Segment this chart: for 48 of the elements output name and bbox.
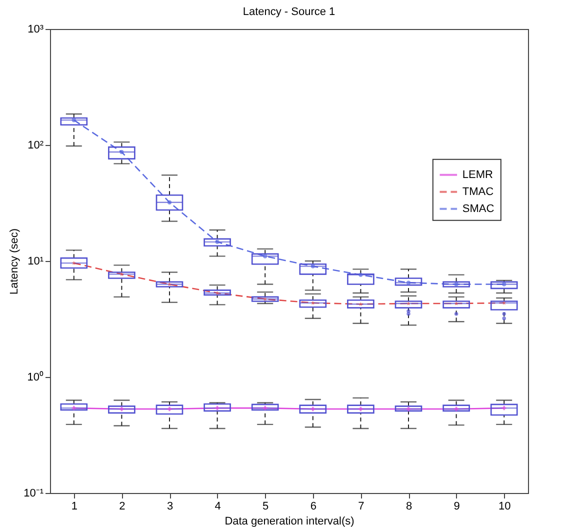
y-axis-title: Latency (sec) xyxy=(8,228,21,295)
x-tick-label: 8 xyxy=(406,500,412,512)
point xyxy=(120,406,124,412)
y-tick-label: 10⁻¹ xyxy=(24,488,44,500)
point xyxy=(167,406,172,412)
y-tick-label: 10⁰ xyxy=(27,370,44,384)
point xyxy=(406,406,411,412)
y-tick-label: 10² xyxy=(28,140,44,152)
point xyxy=(502,300,506,305)
point xyxy=(167,200,172,205)
point xyxy=(215,240,220,244)
point xyxy=(72,406,76,410)
legend-label: SMAC xyxy=(462,202,494,215)
x-axis-title: Data generation interval(s) xyxy=(224,516,354,527)
x-tick-label: 5 xyxy=(262,500,269,512)
x-tick-label: 4 xyxy=(214,500,221,512)
y-tick-label: 10¹ xyxy=(28,256,44,268)
x-tick-label: 9 xyxy=(454,500,460,512)
point xyxy=(502,282,506,286)
point xyxy=(310,264,316,268)
point xyxy=(454,282,458,286)
x-tick-label: 6 xyxy=(310,500,316,512)
x-tick-label: 1 xyxy=(71,500,78,512)
x-tick-label: 7 xyxy=(358,500,364,512)
chart-title: Latency - Source 1 xyxy=(242,6,336,18)
legend-label: LEMR xyxy=(462,168,494,181)
point xyxy=(358,272,363,277)
y-tick-label: 10³ xyxy=(28,24,44,36)
legend-label: TMAC xyxy=(462,186,494,198)
point xyxy=(262,406,268,410)
point xyxy=(406,280,411,285)
point xyxy=(358,406,363,412)
point xyxy=(454,301,458,306)
point xyxy=(310,406,316,412)
point xyxy=(454,406,458,412)
point xyxy=(502,406,506,410)
point xyxy=(120,272,124,276)
point xyxy=(167,282,172,286)
x-tick-label: 2 xyxy=(119,500,126,512)
x-tick-label: 3 xyxy=(166,500,174,512)
point xyxy=(215,406,220,410)
x-tick-label: 10 xyxy=(498,500,511,512)
point xyxy=(262,254,268,258)
point xyxy=(72,260,76,265)
point xyxy=(120,150,124,154)
point xyxy=(72,118,76,122)
point xyxy=(358,302,363,306)
point xyxy=(215,290,220,295)
